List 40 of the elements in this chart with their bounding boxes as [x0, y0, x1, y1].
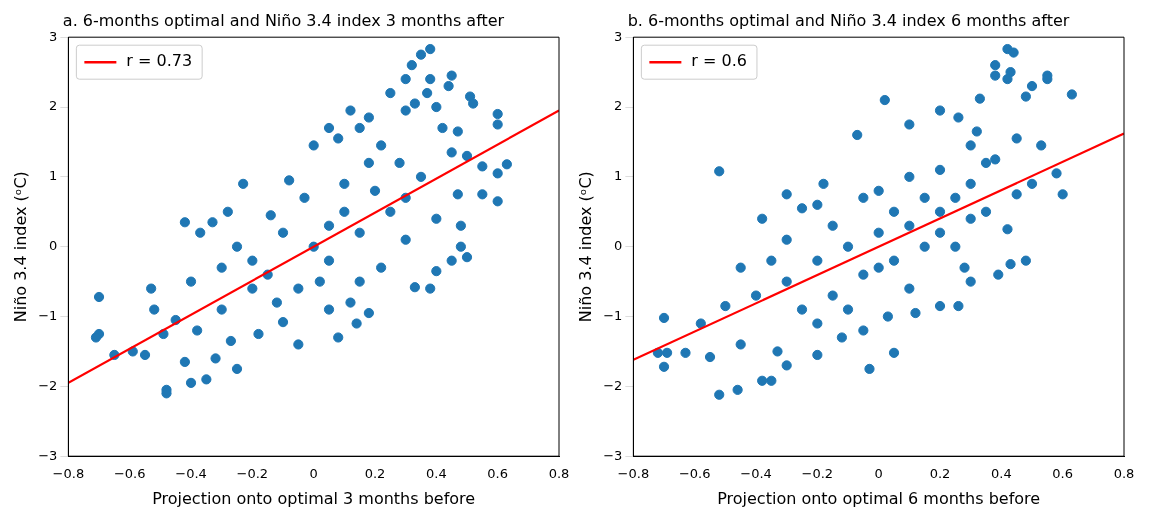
y-tick-label: 2 [49, 98, 58, 114]
y-tick-label: 0 [49, 238, 58, 254]
x-tick-label: 0.2 [929, 466, 951, 482]
x-tick-label: −0.2 [801, 466, 834, 482]
x-tick-label: 0.6 [1052, 466, 1074, 482]
legend-label: r = 0.73 [126, 51, 193, 71]
y-tick-label: −2 [603, 377, 623, 393]
x-tick-label: 0.6 [487, 466, 509, 482]
y-tick-label: 1 [49, 168, 58, 184]
x-axis-title: Projection onto optimal 3 months before [152, 488, 476, 508]
x-tick-label: 0.4 [991, 466, 1012, 482]
x-tick-label: −0.2 [236, 466, 269, 482]
x-tick-label: −0.8 [52, 466, 85, 482]
x-tick-label: 0 [874, 466, 883, 482]
y-axis-title: Niño 3.4 index (ᵒC) [10, 171, 30, 323]
chart-title: a. 6-months optimal and Niño 3.4 index 3 months after [62, 10, 505, 30]
x-tick-label: −0.4 [740, 466, 772, 482]
x-tick-label: −0.4 [175, 466, 207, 482]
x-tick-label: 0 [309, 466, 318, 482]
y-tick-label: −3 [603, 447, 623, 463]
x-tick-label: 0.4 [426, 466, 447, 482]
legend-label: r = 0.6 [691, 51, 747, 71]
x-tick-label: 0.8 [548, 466, 570, 482]
x-tick-label: 0.8 [1113, 466, 1135, 482]
x-tick-label: −0.6 [678, 466, 711, 482]
x-tick-label: −0.6 [113, 466, 146, 482]
y-tick-label: −2 [38, 377, 58, 393]
x-tick-label: −0.8 [617, 466, 650, 482]
y-tick-label: −1 [38, 307, 58, 323]
y-tick-label: 2 [614, 98, 623, 114]
y-tick-label: 1 [614, 168, 623, 184]
y-tick-label: 0 [614, 238, 623, 254]
x-axis-title: Projection onto optimal 6 months before [717, 488, 1041, 508]
y-tick-label: −1 [603, 307, 623, 323]
y-tick-label: 3 [614, 28, 623, 44]
y-axis-title: Niño 3.4 index (ᵒC) [575, 171, 595, 323]
chart-title: b. 6-months optimal and Niño 3.4 index 6 months after [627, 10, 1070, 30]
y-tick-label: 3 [49, 28, 58, 44]
x-tick-label: 0.2 [364, 466, 386, 482]
y-tick-label: −3 [38, 447, 58, 463]
